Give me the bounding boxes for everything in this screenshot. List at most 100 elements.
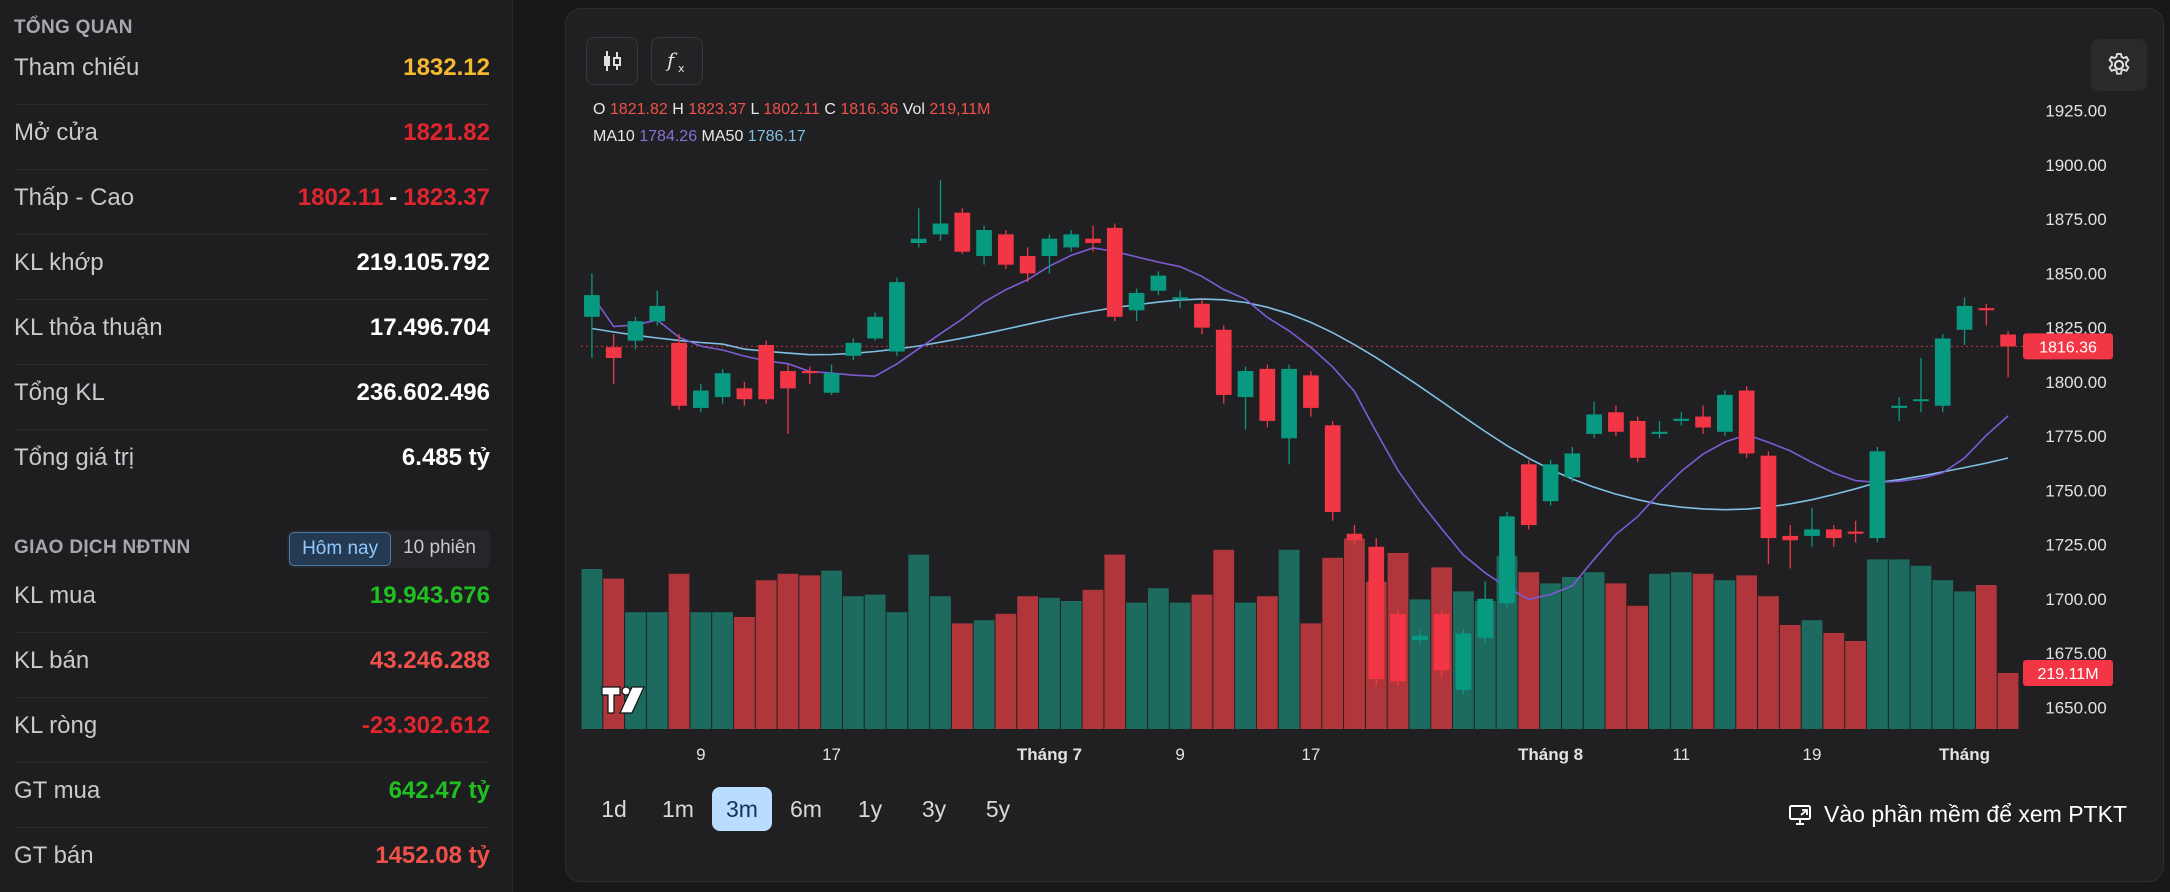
candle-body bbox=[1825, 529, 1842, 539]
candle-body bbox=[1564, 453, 1581, 478]
candle bbox=[801, 366, 818, 385]
volume-bar bbox=[1888, 559, 1910, 729]
volume-bar bbox=[1714, 580, 1736, 729]
candle-body bbox=[605, 347, 622, 359]
candle bbox=[714, 368, 731, 404]
x-tick-label: Tháng 8 bbox=[1518, 745, 1583, 764]
total-value: 6.485 tỷ bbox=[401, 444, 490, 471]
candle-body bbox=[692, 390, 709, 408]
candle bbox=[1215, 325, 1232, 404]
volume-bar bbox=[842, 596, 864, 729]
volume-bar bbox=[646, 612, 668, 729]
indicators-button[interactable]: f x bbox=[651, 37, 703, 85]
range-1d[interactable]: 1d bbox=[601, 795, 627, 822]
foreign-period-toggle: Hôm nay 10 phiên bbox=[287, 530, 490, 568]
tab-10-sessions[interactable]: 10 phiên bbox=[403, 537, 476, 558]
candle bbox=[954, 208, 971, 254]
volume-bar bbox=[1213, 549, 1235, 729]
candle bbox=[671, 334, 687, 411]
volume-bar bbox=[908, 554, 930, 729]
volume-bar bbox=[1997, 673, 2019, 729]
gear-icon bbox=[2108, 52, 2130, 75]
open-software-link[interactable]: Vào phần mềm để xem PTKT bbox=[1788, 801, 2127, 828]
volume-bar bbox=[777, 573, 799, 729]
x-tick-label: 9 bbox=[1175, 745, 1184, 764]
candle-body bbox=[910, 238, 927, 244]
volume-bar bbox=[1344, 538, 1365, 729]
buy-volume: 19.943.676 bbox=[369, 582, 490, 609]
candle-body bbox=[998, 234, 1014, 265]
candle-body bbox=[1913, 399, 1929, 402]
candle bbox=[1106, 223, 1123, 322]
candle-body bbox=[1520, 464, 1537, 526]
y-tick-label: 1675.00 bbox=[2045, 644, 2106, 663]
candle-body bbox=[736, 388, 753, 400]
row-label: KL ròng bbox=[14, 712, 98, 739]
candle bbox=[1608, 405, 1624, 437]
candle bbox=[1760, 451, 1777, 565]
volume-bar bbox=[1954, 591, 1975, 729]
candle bbox=[1934, 334, 1951, 413]
volume-bar bbox=[1191, 594, 1213, 729]
candle-body bbox=[801, 371, 818, 374]
volume-bar bbox=[1692, 573, 1714, 729]
candle bbox=[1019, 247, 1036, 283]
reference-price: 1832.12 bbox=[403, 54, 490, 81]
volume-bar bbox=[1583, 572, 1605, 729]
tradingview-logo-t bbox=[601, 686, 621, 714]
volume-bar bbox=[1256, 596, 1278, 729]
volume-bar bbox=[886, 612, 908, 729]
candle bbox=[1956, 297, 1973, 345]
candle-body bbox=[1586, 414, 1602, 434]
price-chart[interactable]: 1925.00 1900.00 1875.00 1850.00 1825.00 1800.… bbox=[566, 9, 2163, 881]
volume-bar bbox=[1866, 559, 1888, 729]
volume-bar bbox=[1104, 554, 1126, 729]
candle bbox=[1825, 525, 1842, 547]
settings-button[interactable] bbox=[2091, 39, 2147, 91]
candle bbox=[1411, 629, 1428, 645]
candle bbox=[1891, 397, 1908, 421]
candle-body bbox=[1499, 516, 1515, 604]
row-label: Tổng KL bbox=[14, 379, 105, 406]
candle-body bbox=[1782, 535, 1799, 541]
range-1m[interactable]: 1m bbox=[662, 795, 694, 822]
range-6m[interactable]: 6m bbox=[790, 795, 822, 822]
candle-body bbox=[1608, 412, 1624, 432]
tab-today[interactable]: Hôm nay bbox=[289, 532, 392, 566]
volume-bar bbox=[1779, 625, 1801, 729]
foreign-row-buy-volume: KL mua 19.943.676 bbox=[14, 568, 490, 633]
foreign-row-net-volume: KL ròng -23.302.612 bbox=[14, 698, 490, 763]
volume-bar bbox=[712, 612, 734, 729]
foreign-row-buy-value: GT mua 642.47 tỷ bbox=[14, 763, 490, 828]
candle-body bbox=[1433, 614, 1450, 671]
candle-body bbox=[1237, 371, 1254, 398]
y-tick-label: 1925.00 bbox=[2045, 102, 2106, 121]
candle-body bbox=[845, 342, 862, 356]
candle-body bbox=[1128, 292, 1145, 311]
candle-body bbox=[1847, 531, 1864, 534]
candle-body bbox=[1956, 305, 1973, 330]
range-5y[interactable]: 5y bbox=[985, 795, 1011, 822]
high-label: H bbox=[672, 101, 684, 118]
chart-type-button[interactable] bbox=[586, 37, 638, 85]
volume-bar bbox=[799, 575, 821, 729]
overview-row-open: Mở cửa 1821.82 bbox=[14, 105, 490, 170]
candle bbox=[1455, 629, 1472, 695]
candle-body bbox=[1934, 338, 1951, 406]
volume-bar bbox=[930, 596, 951, 729]
candle-body bbox=[1477, 598, 1494, 638]
range-3m[interactable]: 3m bbox=[712, 787, 772, 831]
last-volume-badge bbox=[2023, 660, 2113, 686]
total-volume: 236.602.496 bbox=[356, 379, 490, 406]
legend-ma10: 1784.26 bbox=[639, 128, 698, 145]
candle-body bbox=[671, 342, 687, 406]
x-tick-label: Tháng 7 bbox=[1017, 745, 1082, 764]
range-1y[interactable]: 1y bbox=[857, 795, 883, 822]
volume-bar bbox=[1082, 589, 1104, 729]
volume-bar bbox=[1540, 583, 1561, 729]
y-tick-label: 1850.00 bbox=[2045, 264, 2106, 283]
x-tick-label: 11 bbox=[1672, 745, 1690, 764]
candle bbox=[692, 384, 709, 413]
range-3y[interactable]: 3y bbox=[921, 795, 947, 822]
ma10-label: MA10 bbox=[593, 128, 635, 145]
